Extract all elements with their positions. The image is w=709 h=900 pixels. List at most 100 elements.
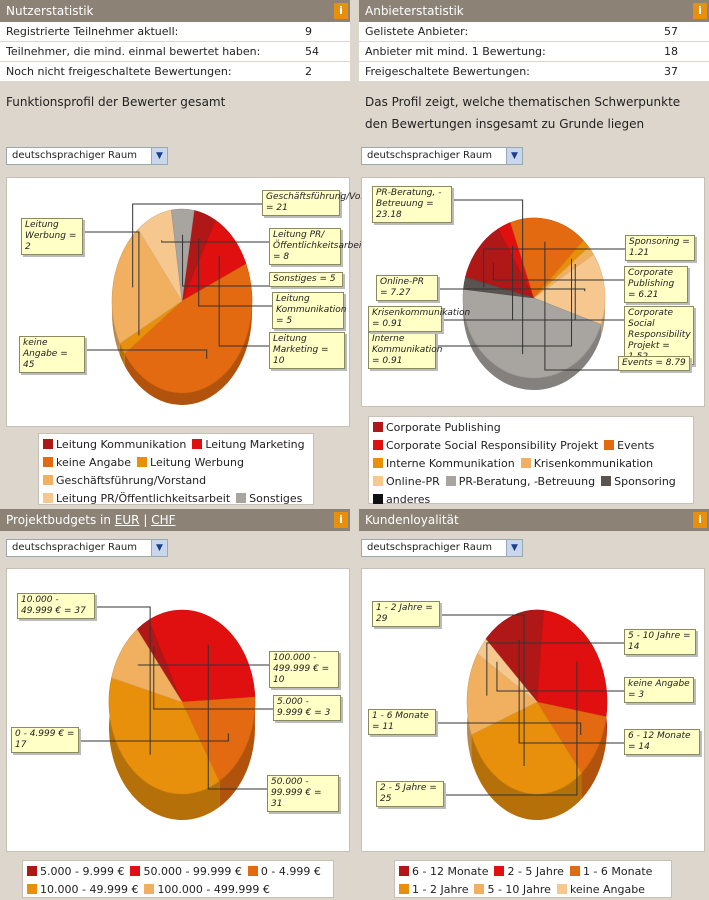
pie-slice[interactable] <box>471 701 582 795</box>
legend-label: 1 - 2 Jahre <box>412 883 469 896</box>
pie-slice[interactable] <box>485 609 545 703</box>
data-callout: Interne Kommunikation = 0.91 <box>368 332 443 369</box>
data-callout: Leitung PR/Öffentlichkeitsarbeit = 8 <box>269 228 365 265</box>
callout-line <box>436 722 582 735</box>
legend-label: Sponsoring <box>614 475 676 488</box>
stat-value: 18 <box>664 45 678 58</box>
legend-swatch <box>399 866 409 876</box>
nutzer-header: Nutzerstatistik i <box>0 0 350 22</box>
stat-row: Teilnehmer, die mind. einmal bewertet ha… <box>0 42 350 62</box>
anbieterprofil-chart: PR-Beratung, -Betreuung = 23.18 Sponsorin… <box>361 177 705 407</box>
callout-line <box>436 258 573 347</box>
legend-swatch <box>520 458 531 468</box>
info-icon[interactable]: i <box>693 512 707 528</box>
pie-slice[interactable] <box>111 629 183 703</box>
eur-link[interactable]: EUR <box>114 513 140 527</box>
legend-label: 0 - 4.999 € <box>260 865 321 878</box>
pie-slice[interactable] <box>148 609 256 703</box>
legend-item: anderes <box>373 491 430 509</box>
legend-item: 6 - 12 Monate <box>399 863 488 881</box>
chf-link[interactable]: CHF <box>151 513 176 527</box>
chevron-down-icon[interactable]: ▼ <box>151 540 167 556</box>
callout-line <box>544 241 618 371</box>
legend-item: Leitung Werbung <box>137 454 244 472</box>
legend-swatch <box>445 476 456 486</box>
stat-value: 9 <box>305 25 312 38</box>
pie-slice[interactable] <box>536 701 607 774</box>
legend-item: 1 - 2 Jahre <box>399 881 468 899</box>
callout-line <box>198 238 272 307</box>
legend-label: Corporate Publishing <box>386 421 501 434</box>
pie-slice[interactable] <box>477 638 538 703</box>
pie-slice[interactable] <box>510 217 584 299</box>
legend-swatch <box>399 884 409 894</box>
legend-label: 10.000 - 49.999 € <box>40 883 139 896</box>
chevron-down-icon[interactable]: ▼ <box>151 148 167 164</box>
legend-swatch <box>43 457 53 467</box>
kunden-header: Kundenloyalität i <box>359 509 709 531</box>
data-callout: keine Angabe = 45 <box>19 336 85 373</box>
projekt-title: Projektbudgets in <box>6 513 111 527</box>
legend-item: Sponsoring <box>601 473 676 491</box>
data-callout: 2 - 5 Jahre = 25 <box>376 781 444 807</box>
pie-slice-side <box>219 697 255 808</box>
data-callout: Corporate Social Responsibility Projekt … <box>624 306 694 365</box>
kundenloyalitaet-legend: 6 - 12 Monate 2 - 5 Jahre 1 - 6 Monate 1 - … <box>394 860 672 898</box>
pie-slice[interactable] <box>181 696 256 782</box>
chevron-down-icon[interactable]: ▼ <box>506 540 522 556</box>
legend-label: PR-Beratung, -Betreuung <box>458 475 596 488</box>
region-select-value: deutschsprachiger Raum <box>12 150 137 161</box>
callout-line <box>95 606 151 755</box>
kunden-title: Kundenloyalität <box>365 513 459 527</box>
legend-swatch <box>474 884 485 894</box>
region-select[interactable]: deutschsprachiger Raum ▼ <box>6 539 168 557</box>
data-callout: Leitung Werbung = 2 <box>21 218 83 255</box>
legend-label: 50.000 - 99.999 € <box>143 865 242 878</box>
pie-slice[interactable] <box>465 228 535 299</box>
legend-label: 1 - 6 Monate <box>582 865 653 878</box>
legend-item: Sonstiges <box>236 490 302 508</box>
legend-label: 5.000 - 9.999 € <box>40 865 125 878</box>
legend-label: Events <box>617 439 655 452</box>
nutzer-title: Nutzerstatistik <box>6 4 94 18</box>
pie-slice[interactable] <box>533 254 606 325</box>
legend-swatch <box>373 440 383 450</box>
legend-label: Krisenkommunikation <box>533 457 654 470</box>
legend-item: 10.000 - 49.999 € <box>27 881 138 899</box>
region-select[interactable]: deutschsprachiger Raum ▼ <box>361 539 523 557</box>
region-select[interactable]: deutschsprachiger Raum ▼ <box>6 147 168 165</box>
legend-swatch <box>43 475 53 485</box>
callout-line <box>483 248 625 288</box>
pie-svg <box>79 606 273 820</box>
pie-slice[interactable] <box>124 263 253 394</box>
legend-item: keine Angabe <box>556 881 645 899</box>
legend-swatch <box>604 440 615 450</box>
legend-item: 100.000 - 499.999 € <box>144 881 270 899</box>
info-icon[interactable]: i <box>334 3 348 19</box>
legend-item: 1 - 6 Monate <box>569 863 653 881</box>
pie-slice-side <box>581 716 607 799</box>
data-callout: PR-Beratung, -Betreuung = 23.18 <box>372 186 452 223</box>
pie-slice[interactable] <box>466 653 538 736</box>
info-icon[interactable]: i <box>334 512 348 528</box>
legend-swatch <box>601 476 612 486</box>
funktionsprofil-chart: Geschäftsführung/Vorstand = 21 Leitung PR… <box>6 177 389 427</box>
info-icon[interactable]: i <box>693 3 707 19</box>
pie-slice[interactable] <box>108 677 220 795</box>
data-callout: 1 - 2 Jahre = 29 <box>372 601 440 627</box>
legend-label: Leitung Werbung <box>150 456 244 469</box>
data-callout: Sonstiges = 5 <box>269 272 343 287</box>
data-callout: 6 - 12 Monate = 14 <box>624 729 700 755</box>
data-callout: 10.000 - 49.999 € = 37 <box>17 593 95 619</box>
callout-line <box>444 661 578 796</box>
projektbudgets-legend: 5.000 - 9.999 € 50.000 - 99.999 € 0 - 4.99… <box>22 860 334 898</box>
legend-item: Corporate Social Responsibility Projekt <box>373 437 598 455</box>
legend-item: Interne Kommunikation <box>373 455 515 473</box>
legend-item: 5.000 - 9.999 € <box>27 863 124 881</box>
legend-item: Events <box>604 437 654 455</box>
pie-slice[interactable] <box>462 288 602 379</box>
chevron-down-icon[interactable]: ▼ <box>506 148 522 164</box>
pie-slice[interactable] <box>536 610 608 718</box>
pie-svg <box>83 203 272 406</box>
region-select[interactable]: deutschsprachiger Raum ▼ <box>361 147 523 165</box>
